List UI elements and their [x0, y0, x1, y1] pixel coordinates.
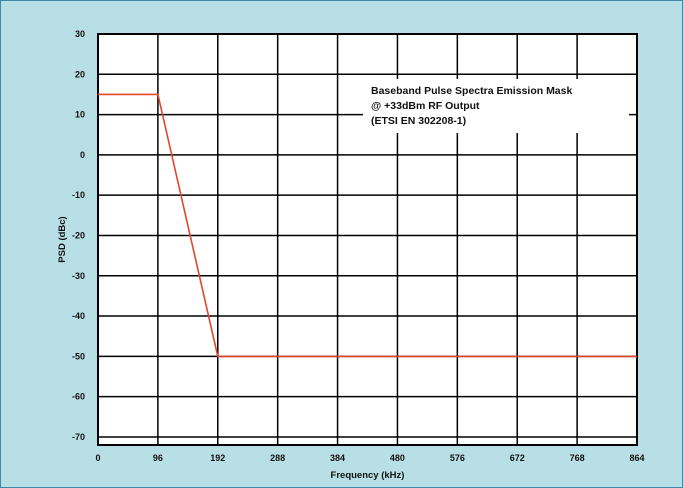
- y-tick-label-4: -10: [72, 190, 85, 200]
- legend-line-3: (ETSI EN 302208-1): [371, 115, 466, 127]
- legend-background: [363, 79, 629, 133]
- legend-box: Baseband Pulse Spectra Emission Mask @ +…: [363, 79, 629, 133]
- y-tick-label-1: 20: [75, 69, 85, 79]
- x-tick-label-4: 384: [330, 453, 345, 463]
- y-tick-label-7: -40: [72, 311, 85, 321]
- y-tick-label-3: 0: [80, 150, 85, 160]
- x-tick-label-8: 768: [570, 453, 585, 463]
- x-tick-label-9: 864: [629, 453, 644, 463]
- x-tick-label-7: 672: [510, 453, 525, 463]
- x-tick-label-5: 480: [390, 453, 405, 463]
- x-tick-label-0: 0: [95, 453, 100, 463]
- y-tick-label-8: -50: [72, 351, 85, 361]
- y-tick-label-9: -60: [72, 392, 85, 402]
- legend-line-1: Baseband Pulse Spectra Emission Mask: [371, 85, 572, 97]
- y-tick-label-10: -70: [72, 432, 85, 442]
- x-tick-label-6: 576: [450, 453, 465, 463]
- y-axis-label: PSD (dBc): [57, 216, 68, 262]
- series-line-0: [98, 93, 637, 358]
- x-axis-label: Frequency (kHz): [331, 470, 405, 481]
- y-tick-label-6: -30: [72, 271, 85, 281]
- x-tick-label-1: 96: [153, 453, 163, 463]
- y-tick-label-0: 30: [75, 29, 85, 39]
- y-tick-label-2: 10: [75, 110, 85, 120]
- y-tick-label-5: -20: [72, 230, 85, 240]
- x-tick-label-3: 288: [270, 453, 285, 463]
- plot-border: [97, 33, 638, 446]
- x-tick-label-2: 192: [210, 453, 225, 463]
- legend-line-2: @ +33dBm RF Output: [371, 100, 480, 112]
